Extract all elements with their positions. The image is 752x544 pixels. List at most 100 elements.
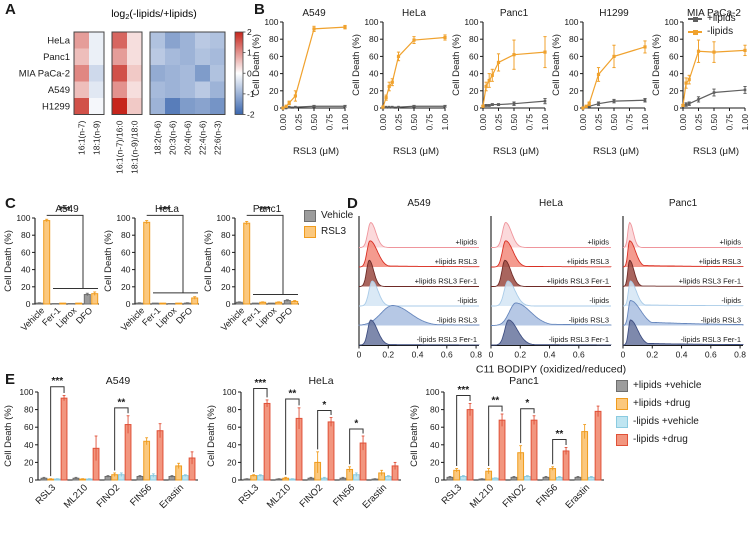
bar-A549-RSL3--lipids +vehicle — [53, 478, 61, 481]
svg-text:0.00: 0.00 — [578, 114, 588, 131]
svg-text:0: 0 — [29, 475, 34, 485]
svg-text:A549: A549 — [302, 8, 326, 19]
d-dist-HeLa--lipids RSL3: -lipids RSL3 — [491, 302, 612, 326]
bar-HeLa-Fer-1-RSL3 — [159, 302, 167, 305]
svg-text:0.2: 0.2 — [382, 350, 394, 360]
bar-A549-Erastin--lipids +vehicle — [181, 474, 189, 481]
svg-text:0.50: 0.50 — [609, 114, 619, 131]
svg-text:-lipids: -lipids — [589, 296, 609, 305]
svg-text:60: 60 — [227, 422, 237, 432]
bar-A549-Vehicle-RSL3 — [43, 218, 51, 305]
bar-A549-FINO2--lipids +vehicle — [117, 472, 125, 481]
svg-text:HeLa: HeLa — [402, 8, 426, 19]
svg-text:RSL3 (μM): RSL3 (μM) — [593, 146, 639, 157]
svg-text:A549: A549 — [55, 204, 79, 215]
rsl3-swatch-icon — [304, 226, 316, 238]
sig-bracket-HeLa-RSL3: *** — [253, 378, 268, 473]
bar-Panc1-DFO-Vehicle — [283, 299, 291, 305]
bar-HeLa-Erastin-+lipids +drug — [378, 469, 386, 481]
bar-A549-DFO-Vehicle — [83, 292, 91, 305]
bar-A549-Liprox-RSL3 — [75, 302, 83, 305]
d-dist-Panc1--lipids RSL3 Fer-1: -lipids RSL3 Fer-1 — [622, 319, 744, 346]
bar-Panc1-Liprox-Vehicle — [267, 302, 275, 305]
bar-HeLa-FIN56--lipids +vehicle — [352, 472, 360, 481]
svg-text:Cell Death (%): Cell Death (%) — [651, 34, 662, 96]
svg-text:80: 80 — [269, 34, 279, 44]
heatmap-block-2: 18:2(n-6) 20:3(n-6) 20:4(n-6) 22:4(n-6) 22:6… — [149, 31, 226, 155]
svg-text:**: ** — [555, 429, 563, 440]
bar-A549-Erastin--lipids +drug — [188, 451, 196, 481]
svg-text:Cell Death (%): Cell Death (%) — [409, 405, 420, 467]
svg-text:Panc1: Panc1 — [500, 8, 529, 19]
svg-text:0: 0 — [247, 68, 252, 78]
series-+lipids — [681, 86, 747, 107]
bar-HeLa-RSL3--lipids +drug — [263, 399, 271, 481]
bar-HeLa-ML210-+lipids +drug — [282, 476, 290, 481]
bar-Panc1-DFO-RSL3 — [291, 300, 299, 305]
svg-text:40: 40 — [24, 440, 34, 450]
b-subplot-MIA PaCa-2: MIA PaCa-2 Cell Death (%) 0 20 40 60 80 100 0.00… — [651, 8, 750, 157]
bar-A549-FIN56--lipids +drug — [156, 423, 164, 481]
svg-text:Cell Death (%): Cell Death (%) — [551, 34, 562, 96]
svg-text:0: 0 — [474, 103, 479, 113]
svg-text:40: 40 — [469, 69, 479, 79]
svg-text:Erastin: Erastin — [360, 482, 389, 511]
svg-text:60: 60 — [21, 247, 31, 257]
bar-A549-Fer-1-RSL3 — [59, 302, 67, 305]
panel-c-legend: Vehicle RSL3 — [304, 210, 353, 238]
svg-text:0: 0 — [126, 299, 131, 309]
plus-lipids-marker-icon — [688, 16, 702, 22]
panel-d-bodipy-ridgeline: A549 0 0.2 0.4 0.6 0.8 +lipids +lipids RSL3 +lip… — [357, 198, 747, 376]
panel-label-d: D — [347, 195, 358, 212]
sig-bracket-A549-RSL3: *** — [50, 376, 65, 477]
panel-label-b: B — [254, 1, 265, 18]
svg-text:+lipids RSL3: +lipids RSL3 — [435, 257, 477, 266]
svg-text:0: 0 — [621, 350, 626, 360]
svg-text:100: 100 — [664, 17, 678, 27]
svg-text:-lipids: -lipids — [457, 296, 477, 305]
svg-text:0.4: 0.4 — [676, 350, 688, 360]
bar-Panc1-FIN56-+lipids +vehicle — [542, 476, 550, 481]
svg-text:MIA PaCa-2: MIA PaCa-2 — [687, 8, 741, 19]
vehicle-swatch-icon — [304, 210, 316, 222]
d-dist-Panc1--lipids RSL3: -lipids RSL3 — [622, 300, 744, 326]
svg-text:100: 100 — [116, 213, 130, 223]
svg-text:60: 60 — [221, 247, 231, 257]
bar-Panc1-RSL3--lipids +drug — [466, 402, 474, 481]
svg-text:100: 100 — [216, 213, 230, 223]
svg-text:-lipids RSL3 Fer-1: -lipids RSL3 Fer-1 — [549, 335, 609, 344]
d-dist-HeLa-+lipids: +lipids — [491, 222, 611, 248]
bar-A549-FINO2-+lipids +vehicle — [104, 475, 112, 481]
bar-HeLa-FINO2--lipids +drug — [327, 417, 335, 481]
svg-text:Cell Death (%): Cell Death (%) — [351, 34, 362, 96]
svg-text:0: 0 — [274, 103, 279, 113]
svg-text:80: 80 — [669, 34, 679, 44]
legend-label: +lipids — [707, 13, 736, 24]
svg-text:60: 60 — [569, 51, 579, 61]
bar-HeLa-Vehicle-Vehicle — [135, 302, 143, 305]
d-dist-HeLa-+lipids RSL3 Fer-1: +lipids RSL3 Fer-1 — [491, 259, 611, 287]
svg-text:0.75: 0.75 — [625, 114, 635, 131]
svg-text:0: 0 — [357, 350, 362, 360]
svg-text:20: 20 — [469, 86, 479, 96]
svg-text:HeLa: HeLa — [155, 204, 179, 215]
svg-text:20: 20 — [21, 282, 31, 292]
bar-A549-ML210-+lipids +drug — [79, 478, 87, 481]
svg-text:80: 80 — [121, 230, 131, 240]
bar-HeLa-RSL3-+lipids +drug — [250, 474, 258, 481]
svg-text:**: ** — [288, 389, 296, 400]
bar-Panc1-ML210-+lipids +vehicle — [478, 478, 486, 481]
bar-Panc1-Vehicle-Vehicle — [235, 301, 243, 305]
bar-A549-FIN56-+lipids +vehicle — [136, 475, 144, 481]
sig-bracket-A549-FINO2: ** — [114, 397, 129, 471]
bar-HeLa-RSL3-+lipids +vehicle — [243, 478, 251, 481]
svg-text:20: 20 — [121, 282, 131, 292]
bar-A549-ML210-+lipids +vehicle — [72, 476, 80, 481]
bar-Panc1-Erastin-+lipids +drug — [581, 424, 589, 481]
bar-A549-Vehicle-Vehicle — [35, 302, 43, 305]
svg-text:20: 20 — [269, 86, 279, 96]
bar-A549-Erastin-+lipids +vehicle — [168, 475, 176, 481]
bar-HeLa-Erastin-+lipids +vehicle — [371, 478, 379, 481]
